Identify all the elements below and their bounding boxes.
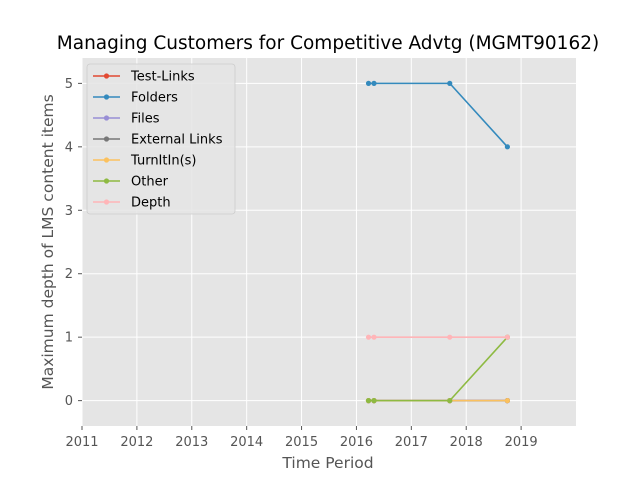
series-line — [368, 336, 508, 402]
x-tick-label: 2013 — [175, 435, 208, 450]
x-tick-label: 2018 — [450, 435, 483, 450]
y-axis-title: Maximum depth of LMS content items — [39, 94, 57, 389]
data-point — [371, 80, 377, 86]
x-tick-label: 2017 — [395, 435, 428, 450]
series-line — [368, 82, 508, 148]
data-point — [365, 334, 372, 340]
legend-marker — [103, 199, 110, 205]
x-tick-label: 2016 — [340, 435, 373, 450]
series-depth — [365, 334, 510, 340]
y-tick-label: 0 — [65, 394, 73, 409]
legend-marker — [103, 178, 110, 184]
x-axis-title: Time Period — [281, 454, 373, 472]
legend-label: External Links — [131, 133, 223, 148]
legend-entry: Test-Links — [93, 70, 195, 85]
x-tick-label: 2014 — [230, 435, 263, 450]
legend-marker — [103, 157, 110, 163]
legend-entry: Other — [93, 175, 169, 190]
series-folders — [365, 80, 510, 150]
legend-label: TurnItIn(s) — [130, 154, 196, 169]
legend-marker — [103, 73, 110, 79]
y-tick-label: 5 — [65, 77, 73, 92]
series-group — [365, 80, 510, 404]
legend-entry: Depth — [93, 196, 171, 211]
x-tick-label: 2015 — [285, 435, 318, 450]
data-point — [365, 398, 372, 404]
legend-label: Depth — [131, 196, 171, 211]
chart-title: Managing Customers for Competitive Advtg… — [57, 33, 599, 54]
legend-marker — [103, 94, 110, 100]
x-tick-labels: 2011 2012 2013 2014 2015 2016 2017 2018 2019 — [65, 426, 538, 450]
y-tick-label: 3 — [65, 204, 73, 219]
legend-box — [86, 63, 236, 215]
legend-entry: External Links — [93, 133, 223, 148]
y-tick-label: 1 — [65, 331, 73, 346]
data-point — [371, 334, 377, 340]
legend-label: Test-Links — [130, 70, 195, 85]
legend-entry: Files — [93, 112, 160, 127]
legend-label: Other — [131, 175, 169, 190]
legend-entry: Folders — [93, 91, 178, 106]
legend-marker — [103, 136, 110, 142]
data-point — [365, 80, 372, 86]
data-point — [504, 334, 510, 340]
x-tick-label: 2019 — [505, 435, 538, 450]
legend: Test-Links Folders Files External Links Turn… — [86, 63, 236, 215]
data-point — [371, 398, 377, 404]
x-tick-label: 2012 — [120, 435, 153, 450]
y-tick-labels: 0 1 2 3 4 5 — [65, 77, 82, 409]
y-tick-label: 4 — [65, 140, 73, 155]
data-point — [504, 144, 510, 150]
data-point — [447, 80, 453, 86]
legend-marker — [103, 115, 110, 121]
data-point — [504, 398, 510, 404]
y-tick-label: 2 — [65, 267, 73, 282]
legend-label: Files — [131, 112, 160, 127]
x-tick-label: 2011 — [65, 435, 98, 450]
data-point — [447, 398, 453, 404]
legend-label: Folders — [131, 91, 178, 106]
legend-entry: TurnItIn(s) — [93, 154, 196, 169]
data-point — [447, 334, 453, 340]
